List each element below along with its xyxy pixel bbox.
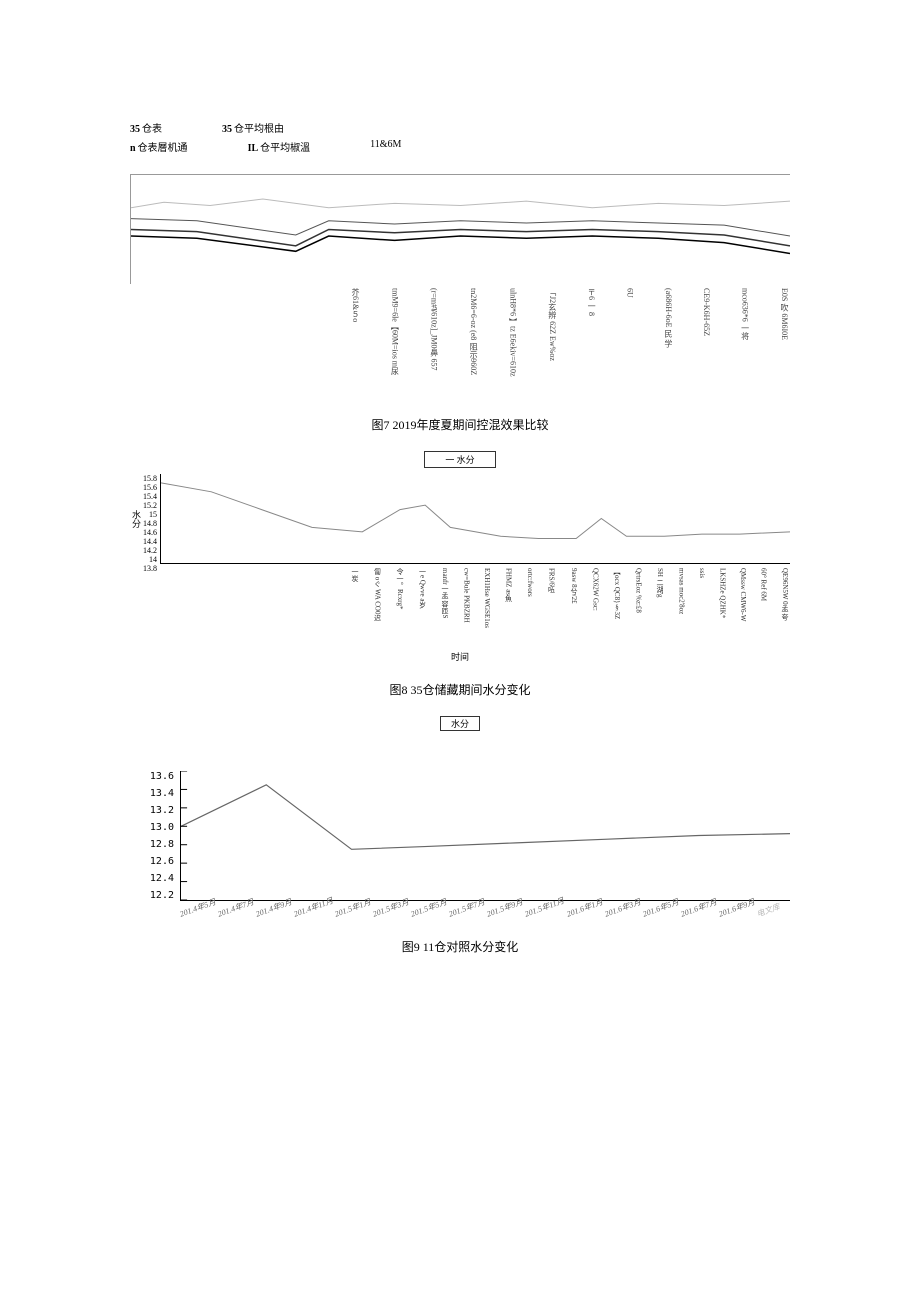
chart8-ylabel: 14.6 [143,528,157,537]
chart9-ylabel: 13.4 [130,788,174,799]
chart7-xlabel: 6U [626,288,635,398]
chart7-xlabel: (r=m#¥610z]_JM0鼻 657 [429,288,440,398]
chart9-legend: 水分 [440,716,480,731]
chart8-plot [160,474,790,564]
chart9-ylabel: 13.2 [130,805,174,816]
chart8-ylabel: 15.2 [143,501,157,510]
chart8-xlabel: LKSHZe QZHK* [719,568,727,648]
chart8-xlabel: QE96N5W 0孟 夸 [780,568,790,648]
chart9-plot [180,771,790,901]
chart8-ylabel: 14.8 [143,519,157,528]
chart8-xlabel: manfr一孟 容匝S [440,568,450,648]
chart8-ylabel: 14.2 [143,546,157,555]
chart7-xlabel: E0S 吹 6M6I0E [779,288,790,398]
chart7-xlabel: tmM9=6le【60M=ios m尿 [389,288,400,398]
chart8-xlabels: 一炭 匐 oぐ WA CO0迟 令一。Rcxrg* 一e Qwve a岁 manfr一孟… [130,568,790,648]
chart8-xlabel: ssis [698,568,706,648]
chart8-xlabel: 【ocx QC8}§3Z [612,568,622,648]
chart8-xlabel: 一e Qwve a岁 [418,568,428,648]
chart7-xlabel: CE9-K6H-65Z [702,288,711,398]
chart8-xlabel: cw=Bule PKBZRH [463,568,471,648]
chart8-xlabel: 9asw 8兮/2£ [569,568,579,648]
chart8-time-label: 时间 [130,650,790,663]
chart8-yaxis-label: 水分 [130,510,143,528]
chart8-xlabel: ortc:fwors [526,568,534,648]
chart8-ylabel: 14.4 [143,537,157,546]
chart8-xlabel: 60° Ref 6M [760,568,768,648]
chart9-xlabels: 201.4年5月201.4年7月201.4年9月201.4年11月201.5年1… [130,909,790,920]
chart8-plot-wrap: 水分 15.815.615.415.21514.814.614.414.2141… [130,474,790,564]
chart9-ylabel: 13.6 [130,771,174,782]
chart8-xlabel: QrtrsEoz %z:£8 [635,568,643,648]
chart8-xlabel: 匐 oぐ WA CO0迟 [373,568,383,648]
chart8-xlabel: QCX62W Gsc: [592,568,600,648]
chart8-caption: 图8 35仓储藏期间水分变化 [130,681,790,698]
chart7-caption: 图7 2019年度夏期间控混效果比较 [130,416,790,433]
chart8-ylabel: 14 [143,555,157,564]
chart7-plot [130,174,790,284]
chart9-ylabel: 12.6 [130,856,174,867]
chart7-xlabel: tn2M6=6-oz (e8 阻示960Z [468,288,479,398]
chart8-xlabel: SH 二湖'g [655,568,665,648]
chart7-xlabel: 〒6 一 8 [586,288,597,398]
chart8-ylabels: 15.815.615.415.21514.814.614.414.21413.8 [143,474,160,564]
chart8-xlabel: 一炭 [350,568,360,648]
chart7-xlabel: 芥61&５o [350,288,361,398]
chart7-xlabels: 芥61&５o tmM9=6le【60M=ios m尿 (r=m#¥610z]_JM0… [130,288,790,398]
chart7-xlabel: 「J2玄辨 62Z Ew%oz [547,288,558,398]
chart8-ylabel: 15 [143,510,157,519]
chart8-xlabel: EXH1Hse WGSE1os [483,568,491,648]
legend-item: 11&6M [370,139,401,154]
chart9-ylabel: 13.0 [130,822,174,833]
chart8-ylabel: 15.8 [143,474,157,483]
legend-item: 35 仓表 [130,120,162,135]
chart7-xlabel: (a686H-6oE 民 学 [663,288,674,398]
chart9-ylabel: 12.2 [130,890,174,901]
legend-item: IL仓平均椒溫 [248,139,311,154]
chart7-legend: 35 仓表 35仓平均根由 n仓表層机通 IL仓平均椒溫 11&6M [130,120,790,154]
chart7-xlabel: ulnH8*6 】tz E6ekiv=610z [507,288,518,398]
chart9-caption: 图9 11仓对照水分变化 [130,938,790,955]
legend-item: 35仓平均根由 [222,120,284,135]
chart8-ylabel: 15.4 [143,492,157,501]
chart8-xlabel: 令一。Rcxrg* [395,568,405,648]
chart8-legend: 一 水分 [424,451,496,468]
chart9-ylabel: 12.8 [130,839,174,850]
chart8-xlabel: mvsas moc2'8oz [678,568,686,648]
chart9-plot-wrap: 13.6 13.4 13.2 13.0 12.8 12.6 12.4 12.2 [130,771,790,901]
chart7-xlabel: mco636*6 一将 [740,288,751,398]
chart8-xlabel: QMssw CMW6-W [739,568,747,648]
legend-item: n仓表層机通 [130,139,188,154]
chart8-xlabel: FRS/6㕶 [547,568,557,648]
chart9-ylabels: 13.6 13.4 13.2 13.0 12.8 12.6 12.4 12.2 [130,771,180,901]
chart9-xlabel: 电文库 [755,898,790,920]
chart8-ylabel: 15.6 [143,483,157,492]
chart8-xlabel: FHMZ as魚 [504,568,514,648]
chart9-ylabel: 12.4 [130,873,174,884]
chart8-ylabel: 13.8 [143,564,157,573]
